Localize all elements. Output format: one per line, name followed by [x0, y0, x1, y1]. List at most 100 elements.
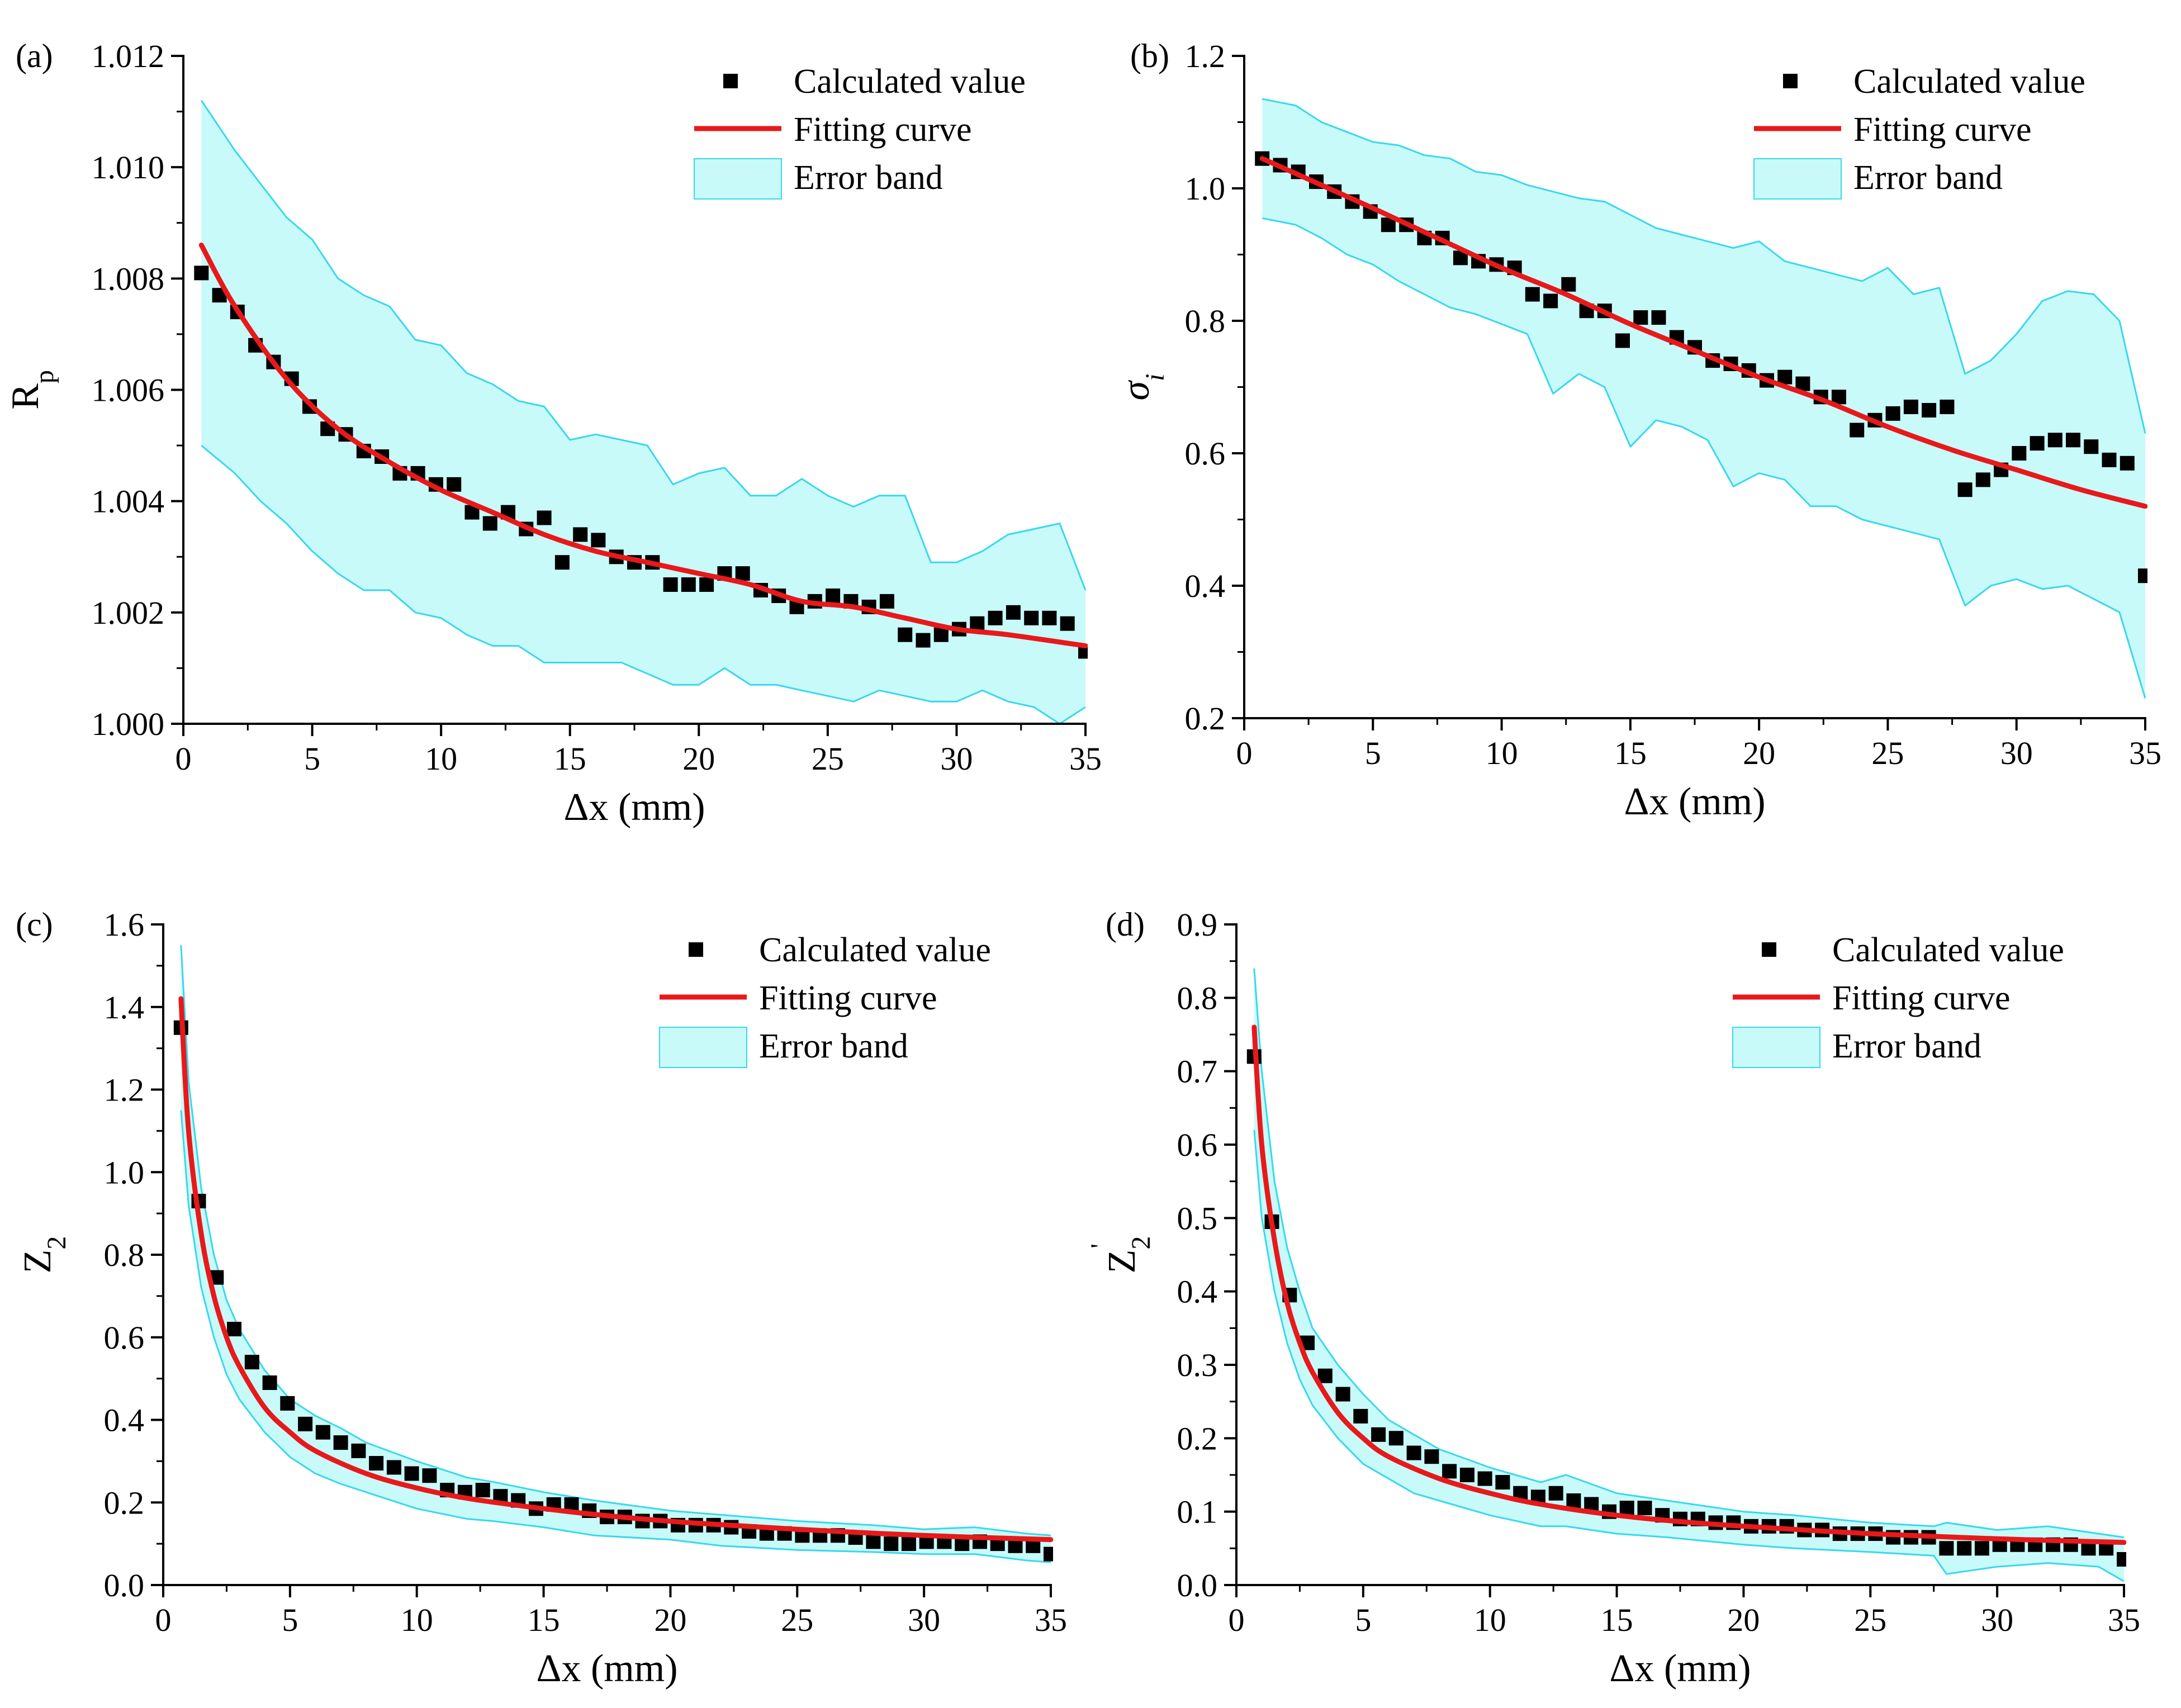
data-point — [2047, 433, 2063, 448]
x-tick-label: 5 — [1355, 1602, 1371, 1638]
y-axis-title-main: R — [4, 383, 47, 410]
data-point — [663, 577, 678, 592]
data-point — [369, 1456, 384, 1471]
legend: Calculated value Fitting curve Error band — [1753, 63, 2085, 200]
data-point — [1371, 1427, 1386, 1442]
y-tick-label: 1.004 — [92, 483, 165, 520]
data-point — [735, 566, 750, 581]
y-tick-label: 1.0 — [1185, 170, 1226, 207]
y-axis-title-subscript: 2 — [42, 1236, 72, 1250]
error-band-lower-line — [1253, 1130, 2125, 1582]
x-tick-label: 5 — [282, 1602, 298, 1638]
data-point — [1566, 1493, 1581, 1508]
y-tick-label: 0.8 — [104, 1237, 145, 1273]
y-tick-label: 0.4 — [104, 1402, 145, 1439]
data-point — [1477, 1471, 1492, 1486]
y-axis-title: σi — [1115, 374, 1170, 401]
data-point — [898, 627, 913, 642]
data-point — [1424, 1449, 1439, 1464]
x-tick-label: 15 — [554, 741, 586, 777]
data-point — [422, 1468, 437, 1483]
x-tick-label: 10 — [1474, 1602, 1506, 1638]
data-point — [2102, 452, 2117, 467]
legend-band-label: Error band — [1832, 1027, 1981, 1065]
y-tick-label: 1.006 — [92, 372, 165, 409]
x-tick-label: 0 — [1236, 735, 1253, 771]
legend: Calculated value Fitting curve Error band — [694, 63, 1026, 200]
error-band-area — [201, 100, 1085, 724]
data-point — [404, 1466, 419, 1481]
x-axis-title: Δx (mm) — [536, 1647, 677, 1690]
data-point — [866, 1534, 881, 1549]
data-point — [194, 265, 209, 281]
x-tick-label: 30 — [2000, 735, 2033, 771]
y-tick-label: 0.1 — [1177, 1494, 1218, 1530]
data-point — [1060, 616, 1075, 631]
data-point — [1974, 1541, 1989, 1556]
error-band-area — [1262, 99, 2145, 699]
legend-band-swatch — [1732, 1027, 1820, 1068]
data-point — [1615, 333, 1630, 348]
data-point — [1442, 1464, 1457, 1479]
legend-points-marker — [689, 942, 703, 957]
legend-band-label: Error band — [794, 159, 943, 197]
x-tick-label: 30 — [1981, 1602, 2013, 1638]
legend-points-label: Calculated value — [759, 931, 991, 969]
data-point — [1335, 1387, 1350, 1402]
data-point — [554, 555, 570, 570]
y-tick-label: 1.0 — [104, 1154, 145, 1190]
x-tick-label: 10 — [401, 1602, 433, 1638]
data-point — [1406, 1445, 1421, 1460]
data-point — [1957, 482, 1973, 497]
y-axis-title: Rp — [4, 370, 59, 410]
data-point — [298, 1416, 313, 1431]
data-point — [1525, 287, 1540, 302]
data-point — [699, 577, 714, 592]
data-point — [988, 610, 1003, 625]
x-tick-label: 30 — [940, 741, 973, 777]
x-tick-label: 30 — [908, 1602, 940, 1638]
data-point — [482, 516, 497, 531]
data-point — [2030, 436, 2045, 451]
y-tick-label: 0.0 — [104, 1567, 145, 1603]
data-point — [1044, 1546, 1053, 1562]
data-point — [681, 577, 696, 592]
legend-band-label: Error band — [759, 1027, 908, 1065]
data-point — [315, 1425, 330, 1440]
data-point — [933, 627, 949, 642]
y-tick-label: 0.6 — [1185, 435, 1226, 472]
legend-fit-label: Fitting curve — [759, 979, 937, 1017]
chart-panel-d: 0 5 10 15 20 25 30 35 0.0 0.1 0.2 0.3 0.4 0.5 0.6 0.7 0.… — [1085, 906, 2140, 1690]
y-tick-label: 0.8 — [1185, 303, 1226, 339]
data-point — [351, 1443, 366, 1458]
x-tick-label: 20 — [654, 1602, 686, 1638]
error-band-upper-line — [201, 99, 1087, 591]
legend-points-label: Calculated value — [794, 63, 1026, 101]
error-band-upper-line — [1253, 968, 2125, 1539]
data-point — [1777, 369, 1793, 385]
y-tick-label: 0.6 — [104, 1320, 145, 1356]
data-point — [901, 1536, 916, 1552]
data-point — [1633, 310, 1648, 325]
y-tick-label: 0.5 — [1177, 1200, 1218, 1236]
data-point — [970, 616, 985, 631]
data-point — [591, 533, 606, 548]
data-point — [1543, 293, 1558, 309]
data-point — [1459, 1468, 1474, 1482]
y-tick-label: 1.002 — [92, 595, 165, 631]
x-tick-label: 0 — [176, 741, 192, 777]
data-point — [2117, 1552, 2126, 1567]
y-axis-title-superscript: ' — [1085, 1244, 1115, 1249]
y-axis-title-main: Z — [16, 1250, 59, 1274]
y-tick-label: 0.2 — [1185, 700, 1226, 737]
x-tick-label: 15 — [1614, 735, 1647, 771]
x-tick-label: 15 — [528, 1602, 560, 1638]
data-point — [1548, 1486, 1563, 1501]
y-tick-label: 0.4 — [1185, 568, 1226, 604]
data-point — [1637, 1501, 1652, 1516]
data-point — [475, 1483, 490, 1498]
y-tick-label: 1.012 — [92, 38, 165, 74]
y-tick-label: 0.2 — [104, 1484, 145, 1521]
legend-points-label: Calculated value — [1832, 931, 2064, 969]
